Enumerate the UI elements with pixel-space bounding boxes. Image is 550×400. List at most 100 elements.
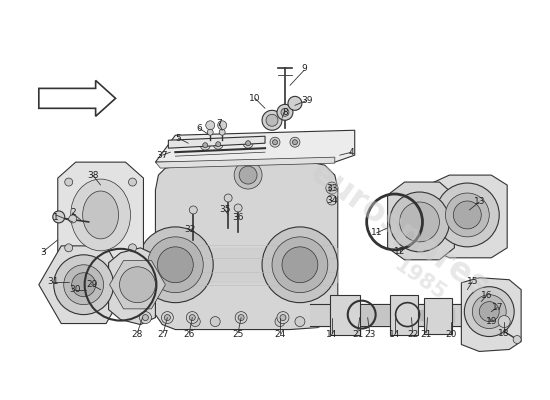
Text: 3: 3 (40, 248, 46, 257)
Text: 25: 25 (233, 330, 244, 339)
Circle shape (119, 267, 156, 303)
Circle shape (498, 316, 510, 328)
Text: 16: 16 (481, 291, 492, 300)
Polygon shape (425, 298, 453, 334)
Circle shape (157, 247, 193, 283)
Circle shape (326, 182, 338, 194)
Text: 1985: 1985 (390, 255, 449, 305)
Text: 34: 34 (326, 196, 338, 204)
Polygon shape (156, 157, 335, 168)
Polygon shape (330, 295, 360, 334)
Text: 21: 21 (352, 330, 364, 339)
Circle shape (54, 255, 113, 315)
Text: 20: 20 (446, 330, 457, 339)
Text: 1: 1 (53, 214, 59, 222)
Circle shape (234, 161, 262, 189)
Circle shape (206, 121, 214, 130)
Circle shape (277, 104, 293, 120)
Circle shape (72, 273, 96, 297)
Circle shape (446, 193, 490, 237)
Polygon shape (58, 162, 144, 268)
Circle shape (219, 129, 225, 135)
Circle shape (277, 312, 289, 324)
Circle shape (129, 244, 136, 252)
Ellipse shape (82, 191, 119, 239)
Circle shape (290, 137, 300, 147)
Circle shape (161, 312, 173, 324)
Circle shape (513, 336, 521, 344)
Text: 36: 36 (233, 214, 244, 222)
Circle shape (275, 316, 285, 326)
Circle shape (189, 315, 195, 320)
Text: 30: 30 (69, 285, 80, 294)
Text: eurospares: eurospares (304, 156, 496, 304)
Circle shape (243, 138, 253, 148)
Text: 6: 6 (196, 124, 202, 133)
Circle shape (399, 202, 439, 242)
Circle shape (464, 287, 514, 336)
Text: 21: 21 (421, 330, 432, 339)
Circle shape (327, 195, 337, 205)
Circle shape (270, 137, 280, 147)
Circle shape (239, 166, 257, 184)
Circle shape (224, 194, 232, 202)
Circle shape (147, 237, 204, 293)
Circle shape (186, 312, 198, 324)
Polygon shape (461, 278, 521, 352)
Circle shape (210, 316, 220, 326)
Circle shape (266, 114, 278, 126)
Circle shape (64, 265, 103, 305)
Circle shape (262, 110, 282, 130)
Circle shape (479, 302, 499, 322)
Circle shape (238, 315, 244, 320)
Circle shape (140, 312, 151, 324)
Text: 9: 9 (301, 64, 307, 73)
Circle shape (218, 121, 227, 130)
Polygon shape (388, 182, 454, 260)
Circle shape (272, 140, 278, 145)
Ellipse shape (71, 179, 130, 251)
Text: 10: 10 (249, 94, 261, 103)
Text: 7: 7 (216, 119, 222, 128)
Text: 33: 33 (326, 184, 338, 192)
Text: 11: 11 (371, 228, 382, 237)
Text: 32: 32 (185, 225, 196, 234)
Text: 14: 14 (326, 330, 338, 339)
Polygon shape (108, 248, 156, 324)
Text: 18: 18 (498, 329, 510, 338)
Circle shape (129, 178, 136, 186)
Text: 35: 35 (219, 206, 231, 214)
Circle shape (69, 215, 76, 223)
Text: 2: 2 (70, 208, 75, 218)
Circle shape (235, 312, 247, 324)
Text: 29: 29 (86, 280, 97, 289)
Text: 23: 23 (364, 330, 375, 339)
Circle shape (295, 316, 305, 326)
Text: 8: 8 (282, 108, 288, 117)
Circle shape (200, 140, 210, 150)
Polygon shape (109, 260, 166, 309)
Circle shape (293, 140, 298, 145)
Text: 14: 14 (389, 330, 400, 339)
Circle shape (280, 315, 286, 320)
Text: 4: 4 (349, 148, 355, 157)
Circle shape (213, 139, 223, 149)
Circle shape (288, 96, 302, 110)
Text: 19: 19 (486, 317, 497, 326)
Circle shape (234, 204, 242, 212)
Circle shape (53, 211, 65, 223)
Text: 26: 26 (184, 330, 195, 339)
Circle shape (142, 315, 149, 320)
Circle shape (282, 247, 318, 283)
Circle shape (164, 315, 170, 320)
Circle shape (329, 185, 335, 191)
Text: 31: 31 (47, 277, 58, 286)
Text: 12: 12 (394, 247, 405, 256)
Text: 39: 39 (301, 96, 312, 105)
Circle shape (65, 178, 73, 186)
Circle shape (65, 244, 73, 252)
Circle shape (138, 227, 213, 303)
Circle shape (472, 295, 506, 328)
Polygon shape (168, 136, 265, 148)
Circle shape (453, 201, 481, 229)
